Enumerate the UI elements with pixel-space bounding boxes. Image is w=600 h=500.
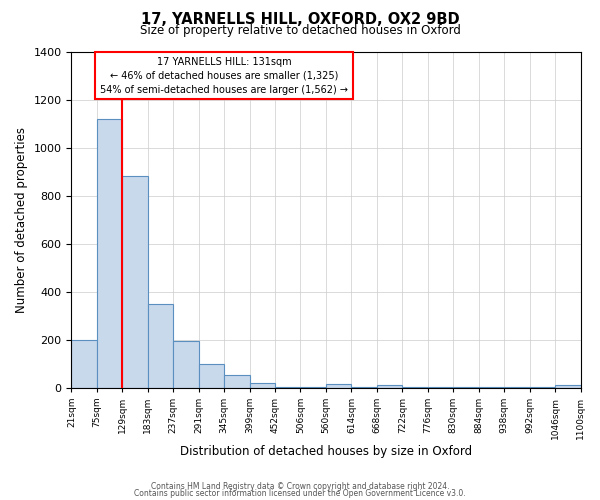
Bar (530, 386, 555, 388)
Bar (301, 386, 326, 388)
Text: 17, YARNELLS HILL, OXFORD, OX2 9BD: 17, YARNELLS HILL, OXFORD, OX2 9BD (140, 12, 460, 28)
Bar (250, 383, 275, 388)
Bar (479, 386, 504, 388)
X-axis label: Distribution of detached houses by size in Oxford: Distribution of detached houses by size … (180, 444, 472, 458)
Bar (173, 341, 199, 388)
Bar (275, 386, 301, 388)
Bar (403, 386, 428, 388)
Bar (122, 176, 148, 388)
Bar (71, 340, 97, 388)
Bar (97, 119, 122, 388)
Bar (148, 304, 173, 388)
Text: Contains public sector information licensed under the Open Government Licence v3: Contains public sector information licen… (134, 490, 466, 498)
Text: Contains HM Land Registry data © Crown copyright and database right 2024.: Contains HM Land Registry data © Crown c… (151, 482, 449, 491)
Bar (326, 384, 352, 388)
Text: Size of property relative to detached houses in Oxford: Size of property relative to detached ho… (140, 24, 460, 37)
Text: 17 YARNELLS HILL: 131sqm
← 46% of detached houses are smaller (1,325)
54% of sem: 17 YARNELLS HILL: 131sqm ← 46% of detach… (100, 56, 348, 94)
Bar (504, 386, 530, 388)
Bar (428, 386, 453, 388)
Bar (352, 386, 377, 388)
Bar (199, 364, 224, 388)
Bar (555, 386, 581, 388)
Bar (377, 386, 403, 388)
Bar (453, 386, 479, 388)
Y-axis label: Number of detached properties: Number of detached properties (15, 126, 28, 312)
Bar (224, 374, 250, 388)
